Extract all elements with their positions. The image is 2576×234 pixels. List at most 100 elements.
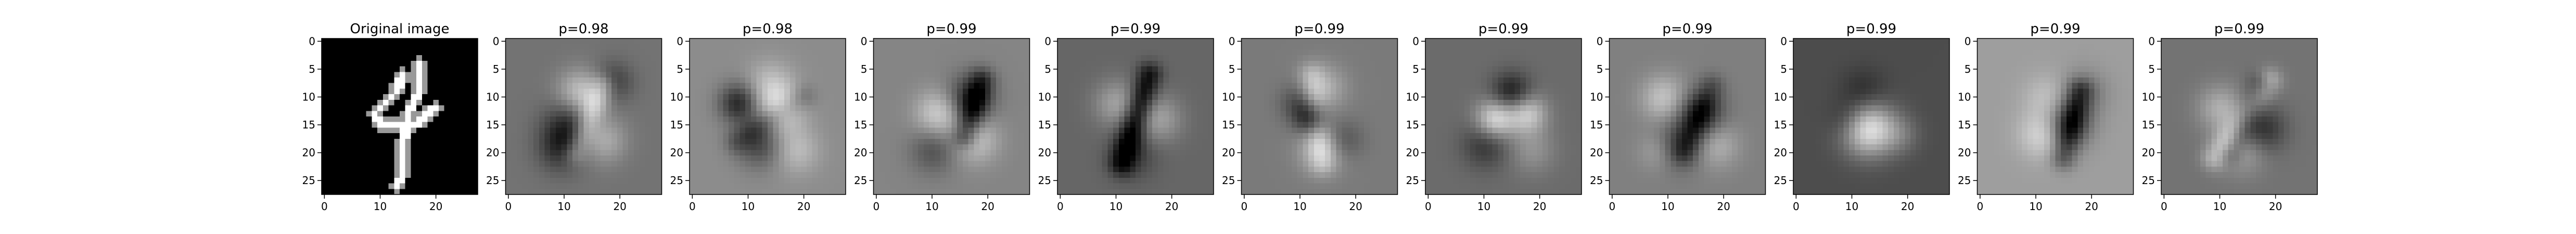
- x-tick-label: 10: [1110, 200, 1123, 213]
- y-tick-label: 10: [302, 91, 315, 103]
- y-tick-label: 5: [1229, 63, 1235, 75]
- y-tick-label: 25: [1406, 174, 1419, 187]
- panel-image: [690, 38, 846, 195]
- y-tick-label: 0: [493, 35, 500, 47]
- y-tick-label: 5: [677, 63, 683, 75]
- y-tick-label: 0: [1780, 35, 1787, 47]
- panel-title: p=0.98: [558, 21, 608, 37]
- y-tick-label: 10: [670, 91, 683, 103]
- y-tick-label: 20: [2142, 147, 2155, 159]
- x-tick-label: 10: [742, 200, 755, 213]
- x-tick-label: 10: [557, 200, 570, 213]
- x-tick-label: 10: [2029, 200, 2042, 213]
- y-tick-label: 15: [670, 119, 683, 131]
- axes-frame: [689, 38, 846, 195]
- y-tick-label: 25: [486, 174, 499, 187]
- axes-frame: [1609, 38, 1766, 195]
- panel-image: [1057, 38, 1214, 195]
- x-tick-label: 0: [1609, 200, 1615, 213]
- panel-2: p=0.98 0 10 20 0 5 10 15 20 25: [670, 21, 846, 213]
- panel-4: p=0.99 0 10 20 0 5 10 15 20 25: [1038, 21, 1214, 213]
- y-tick-label: 0: [1229, 35, 1235, 47]
- axes-frame: [1425, 38, 1582, 195]
- y-tick-label: 20: [1774, 147, 1787, 159]
- y-tick-label: 5: [1044, 63, 1051, 75]
- x-tick-label: 20: [1165, 200, 1178, 213]
- y-tick-label: 15: [1222, 119, 1235, 131]
- panel-3: p=0.99 0 10 20 0 5 10 15 20 25: [854, 21, 1030, 213]
- y-tick-label: 0: [1044, 35, 1051, 47]
- panel-image: [2161, 38, 2318, 195]
- panel-6: p=0.99 0 10 20 0 5 10 15 20 25: [1406, 21, 1582, 213]
- x-tick-label: 10: [1845, 200, 1858, 213]
- y-tick-label: 25: [1038, 174, 1051, 187]
- y-tick-label: 20: [670, 147, 683, 159]
- panel-image: [1977, 38, 2134, 195]
- panel-image: [1793, 38, 1950, 195]
- y-tick-label: 15: [854, 119, 867, 131]
- panel-title: p=0.99: [1478, 21, 1528, 37]
- y-tick-label: 5: [1780, 63, 1787, 75]
- x-tick-label: 10: [1477, 200, 1490, 213]
- axes-frame: [1057, 38, 1214, 195]
- axes-frame: [1793, 38, 1950, 195]
- x-tick-label: 20: [981, 200, 994, 213]
- y-tick-label: 15: [1958, 119, 1971, 131]
- x-tick-label: 10: [925, 200, 938, 213]
- y-tick-label: 5: [493, 63, 500, 75]
- x-tick-label: 0: [1425, 200, 1432, 213]
- y-tick-label: 25: [1222, 174, 1235, 187]
- panel-title: p=0.99: [1294, 21, 1344, 37]
- y-tick-label: 20: [1038, 147, 1051, 159]
- x-tick-label: 0: [1241, 200, 1247, 213]
- y-tick-label: 5: [2148, 63, 2155, 75]
- y-tick-label: 10: [1590, 91, 1603, 103]
- y-tick-label: 20: [486, 147, 499, 159]
- panel-0: Original image 0 10 20 0 5 10 15 20 25: [302, 21, 478, 213]
- panel-8: p=0.99 0 10 20 0 5 10 15 20 25: [1774, 21, 1950, 213]
- x-tick-label: 20: [2085, 200, 2098, 213]
- y-tick-label: 15: [2142, 119, 2155, 131]
- panel-image: [505, 38, 662, 195]
- y-tick-label: 20: [1958, 147, 1971, 159]
- y-tick-label: 0: [861, 35, 868, 47]
- x-tick-label: 0: [321, 200, 328, 213]
- y-tick-label: 0: [309, 35, 315, 47]
- panel-7: p=0.99 0 10 20 0 5 10 15 20 25: [1590, 21, 1766, 213]
- panel-image: [322, 38, 478, 195]
- y-tick-label: 25: [1958, 174, 1971, 187]
- y-tick-label: 0: [1597, 35, 1603, 47]
- y-tick-label: 5: [861, 63, 868, 75]
- x-tick-label: 0: [1057, 200, 1064, 213]
- y-tick-label: 0: [1412, 35, 1419, 47]
- axes-frame: [1241, 38, 1398, 195]
- y-tick-label: 5: [309, 63, 315, 75]
- y-tick-label: 25: [1590, 174, 1603, 187]
- x-tick-label: 0: [505, 200, 512, 213]
- y-tick-label: 20: [854, 147, 867, 159]
- axes-frame: [505, 38, 662, 195]
- panel-image: [1609, 38, 1766, 195]
- panel-image: [1241, 38, 1398, 195]
- y-tick-label: 5: [1965, 63, 1971, 75]
- y-tick-label: 25: [670, 174, 683, 187]
- panel-title: p=0.99: [2214, 21, 2264, 37]
- x-tick-label: 20: [613, 200, 626, 213]
- x-tick-label: 0: [1793, 200, 1800, 213]
- y-tick-label: 10: [854, 91, 867, 103]
- x-tick-label: 20: [797, 200, 810, 213]
- y-tick-label: 10: [1774, 91, 1787, 103]
- x-tick-label: 10: [1293, 200, 1306, 213]
- axes-frame: [321, 38, 478, 195]
- panel-title: p=0.99: [1662, 21, 1712, 37]
- panel-title: p=0.99: [1846, 21, 1896, 37]
- x-tick-label: 20: [1717, 200, 1730, 213]
- y-tick-label: 10: [486, 91, 499, 103]
- axes-frame: [1976, 38, 2134, 195]
- y-tick-label: 15: [1774, 119, 1787, 131]
- x-tick-label: 20: [429, 200, 442, 213]
- panel-title: p=0.99: [1111, 21, 1161, 37]
- x-tick-label: 20: [1901, 200, 1914, 213]
- panel-title: Original image: [350, 21, 450, 37]
